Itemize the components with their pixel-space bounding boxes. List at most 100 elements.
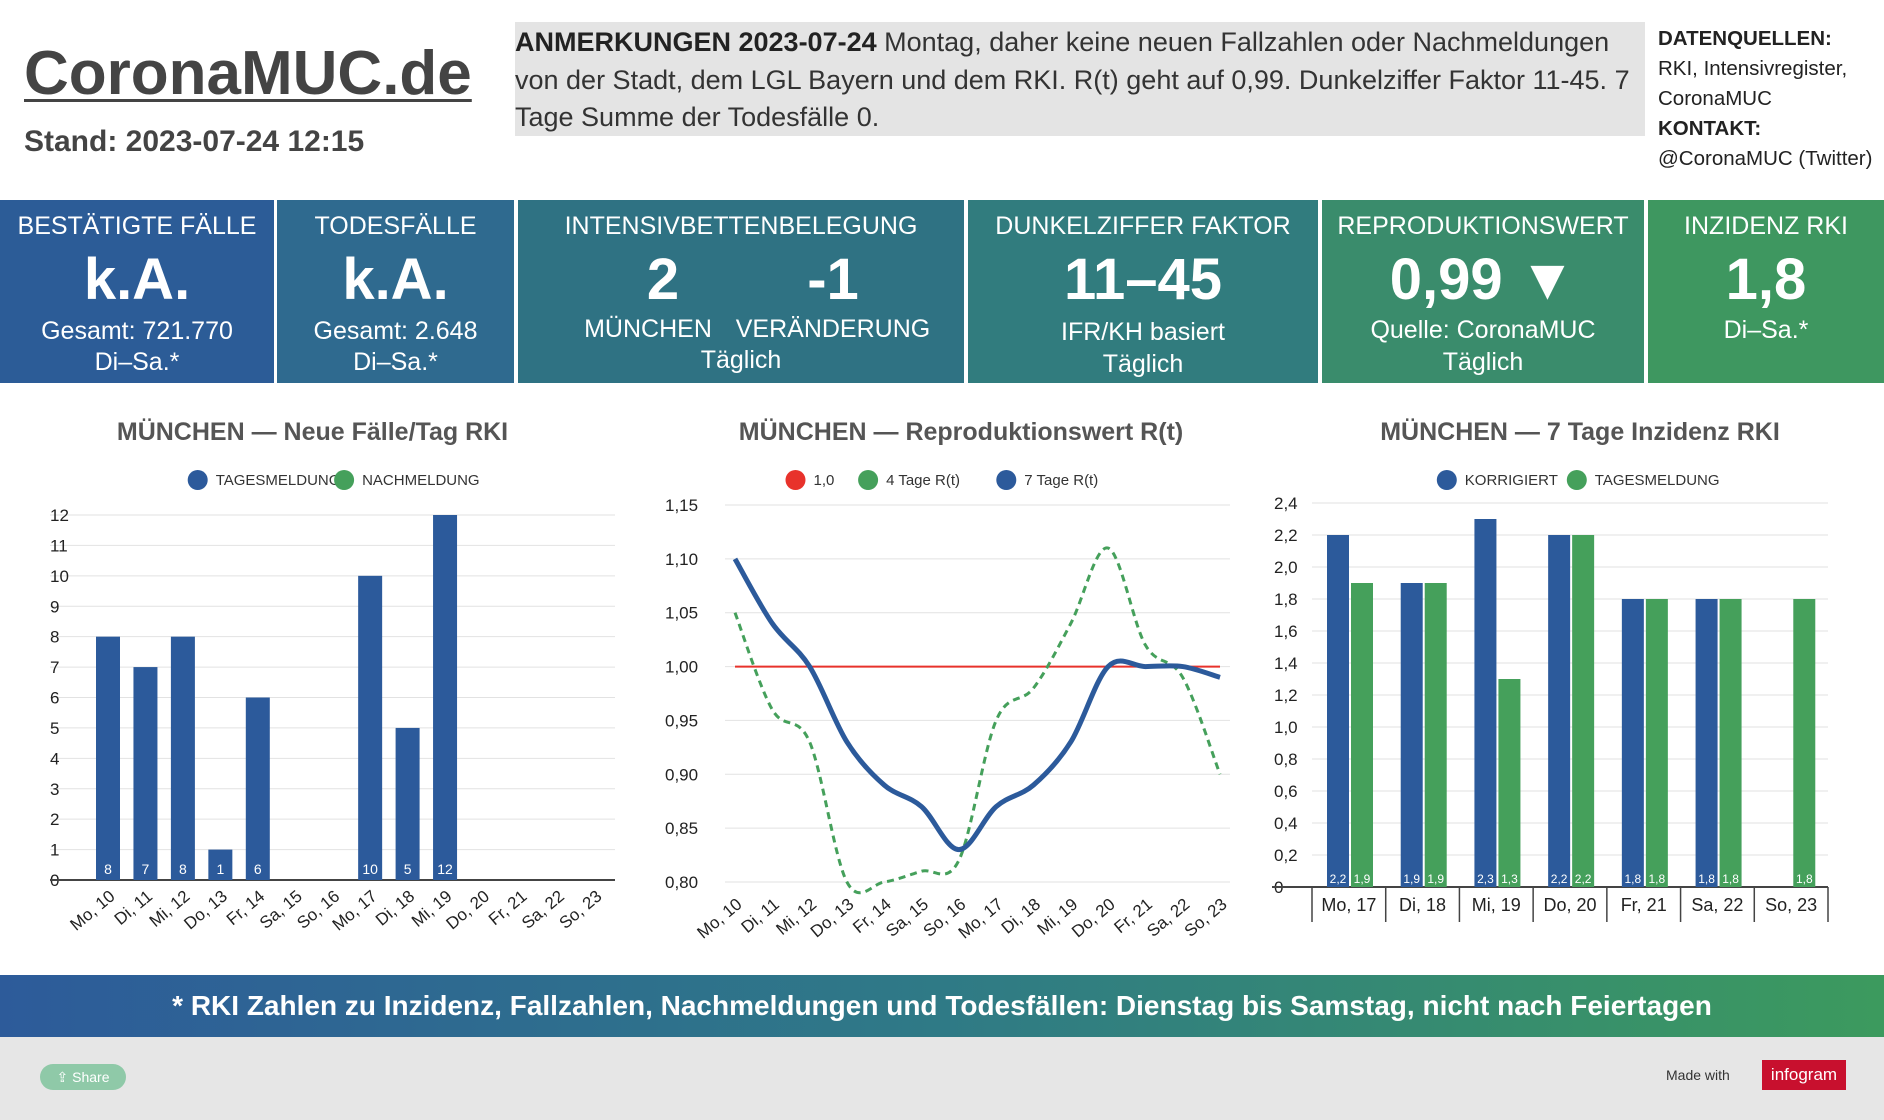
x-tick-label: Di, 18 [998, 895, 1044, 938]
x-tick-label: Do, 20 [442, 887, 493, 934]
x-tick-label: Mo, 17 [1321, 895, 1376, 915]
legend-label: TAGESMELDUNG [216, 472, 341, 489]
bar-value-label: 5 [404, 861, 412, 877]
bar [1351, 583, 1373, 887]
contact-label: KONTAKT: [1658, 117, 1762, 140]
x-tick-label: Di, 11 [738, 895, 783, 937]
y-tick-label: 0,95 [665, 711, 698, 730]
x-tick-label: Sa, 22 [1691, 895, 1743, 915]
y-tick-label: 1 [50, 841, 59, 860]
legend-label: 1,0 [814, 472, 835, 489]
legend-marker [996, 470, 1017, 490]
x-tick-label: Sa, 15 [256, 887, 306, 933]
y-tick-label: 4 [50, 749, 59, 768]
chart1-title: MÜNCHEN — Neue Fälle/Tag RKI [116, 418, 509, 446]
y-tick-label: 8 [50, 628, 59, 647]
legend-label: TAGESMELDUNG [1595, 472, 1720, 489]
bar [208, 849, 233, 880]
y-tick-label: 0,85 [665, 819, 698, 838]
x-tick-label: Di, 18 [1399, 895, 1446, 915]
series-line [732, 557, 1221, 853]
kpi-line2: Täglich [700, 346, 782, 374]
x-tick-label: Di, 18 [372, 887, 418, 930]
bar [133, 667, 158, 880]
series-line [733, 546, 1222, 895]
y-tick-label: 2,0 [1274, 558, 1298, 577]
y-tick-label: 7 [50, 658, 59, 677]
legend-label: NACHMELDUNG [362, 472, 480, 489]
kpi-line1: Quelle: CoronaMUC [1370, 316, 1596, 344]
x-tick-label: So, 23 [556, 887, 606, 933]
bar-value-label: 2,3 [1477, 872, 1494, 886]
y-tick-label: 2,2 [1274, 526, 1298, 545]
chart3-title: MÜNCHEN — 7 Tage Inzidenz RKI [1380, 418, 1780, 446]
bar [1621, 599, 1644, 887]
legend-marker [1566, 470, 1587, 490]
bar [170, 636, 195, 880]
bar [1695, 599, 1718, 887]
site-title[interactable]: CoronaMUC.de [24, 39, 472, 108]
chart-incidence: KORRIGIERTTAGESMELDUNG00,20,40,60,81,01,… [1272, 470, 1829, 922]
bar [433, 515, 458, 880]
bar-value-label: 1,8 [1796, 872, 1813, 886]
kpi-label-change: VERÄNDERUNG [735, 315, 931, 343]
kpi-value: k.A. [83, 247, 191, 312]
x-tick-label: Do, 13 [180, 887, 231, 934]
x-tick-label: Mo, 10 [67, 887, 119, 935]
y-tick-label: 3 [50, 780, 59, 799]
bar [245, 697, 270, 880]
kpi-value-change: -1 [807, 247, 859, 312]
kpi-line1: Gesamt: 2.648 [313, 317, 478, 345]
infogram-logo[interactable]: infogram [1762, 1060, 1846, 1090]
kpi-title: TODESFÄLLE [314, 212, 477, 240]
bar-value-label: 2,2 [1551, 872, 1568, 886]
bar-value-label: 1,8 [1625, 872, 1642, 886]
stand-timestamp: Stand: 2023-07-24 12:15 [24, 125, 365, 158]
made-with-label: Made with [1666, 1067, 1730, 1083]
y-tick-label: 1,10 [665, 550, 698, 569]
footer-note: * RKI Zahlen zu Inzidenz, Fallzahlen, Na… [0, 975, 1884, 1037]
bar-value-label: 8 [179, 861, 187, 877]
legend-marker [785, 470, 806, 490]
y-tick-label: 11 [50, 536, 68, 555]
x-tick-label: So, 23 [1765, 895, 1817, 915]
kpi-value-munich: 2 [646, 247, 680, 312]
y-tick-label: 10 [50, 567, 69, 586]
legend-label: 7 Tage R(t) [1024, 472, 1098, 489]
bar-value-label: 1,9 [1403, 872, 1420, 886]
y-tick-label: 2,4 [1274, 494, 1298, 513]
kpi-confirmed-cases: BESTÄTIGTE FÄLLE k.A. Gesamt: 721.770 Di… [0, 200, 274, 383]
legend-marker [1436, 470, 1457, 490]
x-tick-label: Do, 13 [807, 895, 858, 942]
bar [358, 575, 383, 880]
chart-new-cases: TAGESMELDUNGNACHMELDUNG01234567891011128… [50, 470, 615, 935]
kpi-line2: Täglich [1442, 348, 1524, 376]
kpi-deaths: TODESFÄLLE k.A. Gesamt: 2.648 Di–Sa.* [277, 200, 514, 383]
sources-label: DATENQUELLEN: [1658, 27, 1832, 50]
bar-value-label: 6 [254, 861, 262, 877]
legend-marker [187, 470, 208, 490]
y-tick-label: 12 [50, 506, 69, 525]
y-tick-label: 2 [50, 810, 59, 829]
share-button[interactable]: ⇪ Share [40, 1064, 126, 1090]
bar-value-label: 10 [362, 861, 378, 877]
x-tick-label: So, 23 [1181, 895, 1231, 941]
share-icon: ⇪ [56, 1069, 73, 1085]
bar-value-label: 1,8 [1722, 872, 1739, 886]
y-tick-label: 0,4 [1274, 814, 1298, 833]
kpi-line2: Di–Sa.* [353, 348, 438, 376]
notes-label: ANMERKUNGEN 2023-07-24 [515, 27, 877, 57]
bar [1719, 599, 1742, 887]
bottom-bar [0, 1037, 1884, 1120]
x-tick-label: Mo, 10 [694, 895, 746, 943]
x-tick-label: Mi, 19 [1472, 895, 1521, 915]
bar [1424, 583, 1447, 887]
legend-label: 4 Tage R(t) [886, 472, 960, 489]
kpi-icu: INTENSIVBETTENBELEGUNG 2 -1 MÜNCHEN VERÄ… [518, 200, 964, 383]
bar [1327, 535, 1349, 887]
bar [1498, 679, 1521, 887]
sources-box: DATENQUELLEN: RKI, Intensivregister, Cor… [1658, 24, 1880, 174]
bar [1793, 599, 1816, 887]
y-tick-label: 1,15 [665, 496, 698, 515]
kpi-title: INZIDENZ RKI [1684, 212, 1848, 240]
